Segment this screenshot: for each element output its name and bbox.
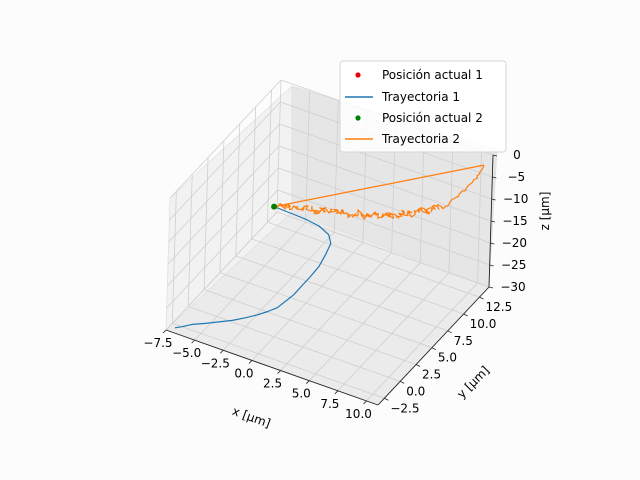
y-tick-label-4: 7.5 — [454, 334, 473, 348]
y-tick-label-3: 5.0 — [438, 351, 457, 365]
x-tick-label-7: 10.0 — [345, 407, 372, 421]
z-tick-label-2: −10 — [503, 192, 528, 206]
z-tick-label-3: −15 — [502, 214, 527, 228]
legend: Posición actual 1 Trayectoria 1 Posición… — [340, 61, 506, 152]
x-tick-label-6: 7.5 — [320, 397, 339, 411]
x-tick-label-2: −2.5 — [201, 356, 230, 370]
legend-label-posicion-2: Posición actual 2 — [382, 111, 483, 125]
legend-label-trayectoria-2: Trayectoria 2 — [381, 132, 460, 146]
current-position-marker-1 — [271, 204, 277, 210]
x-tick-label-4: 2.5 — [263, 377, 282, 391]
z-tick-label-6: −30 — [500, 280, 525, 294]
y-tick-label-5: 10.0 — [470, 317, 497, 331]
y-tick-label-2: 2.5 — [422, 368, 441, 382]
x-tick-label-0: −7.5 — [143, 336, 172, 350]
y-tick-label-0: −2.5 — [390, 401, 419, 415]
legend-label-trayectoria-1: Trayectoria 1 — [381, 90, 460, 104]
legend-marker-green — [355, 115, 360, 120]
z-tick-label-0: 0 — [513, 148, 521, 162]
x-tick-label-5: 5.0 — [292, 387, 311, 401]
z-tick-label-5: −25 — [501, 258, 526, 272]
y-tick-label-1: 0.0 — [406, 384, 425, 398]
z-tick-label-4: −20 — [502, 236, 527, 250]
x-tick-label-1: −5.0 — [172, 346, 201, 360]
legend-label-posicion-1: Posición actual 1 — [382, 68, 483, 82]
z-axis-label: z [μm] — [538, 192, 552, 231]
x-tick-label-3: 0.0 — [234, 366, 253, 380]
legend-marker-red — [355, 72, 360, 77]
y-tick-label-6: 12.5 — [485, 300, 512, 314]
z-tick-label-1: −5 — [507, 170, 525, 184]
